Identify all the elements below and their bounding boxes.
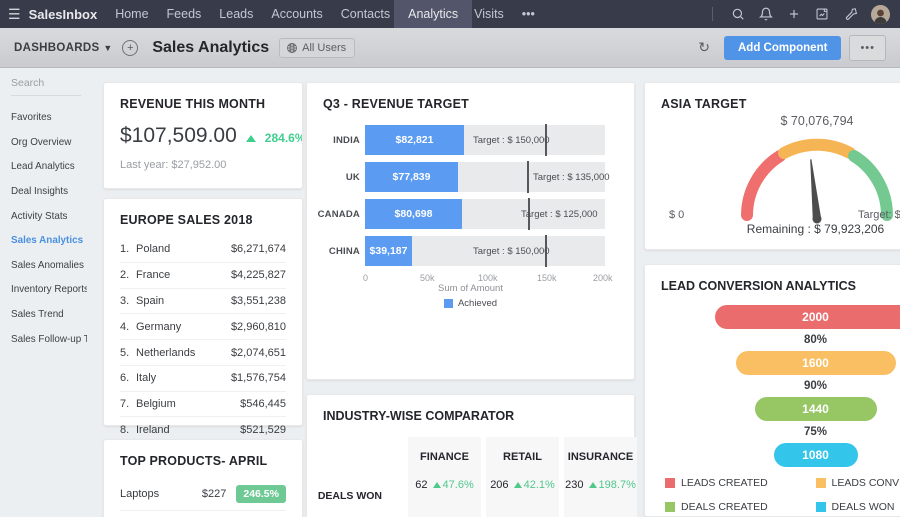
- svg-text:$ 70,076,794: $ 70,076,794: [781, 114, 854, 128]
- svg-text:Target: $ 150,000,000: Target: $ 150,000,000: [858, 209, 900, 221]
- svg-text:$ 0: $ 0: [669, 209, 684, 221]
